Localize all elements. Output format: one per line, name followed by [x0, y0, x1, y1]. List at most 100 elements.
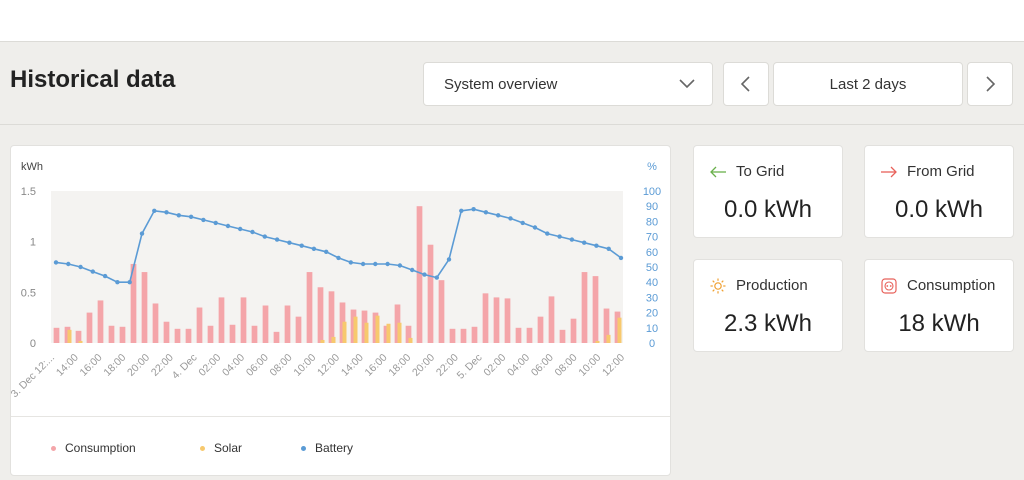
x-tick-label: 08:00 [553, 352, 580, 379]
legend-item-battery[interactable]: Battery [301, 441, 353, 455]
y-tick-label: 1.5 [21, 186, 36, 198]
consumption-bar [251, 325, 258, 343]
battery-point [520, 220, 525, 226]
battery-point [78, 264, 83, 270]
battery-point [594, 243, 599, 248]
battery-point [471, 207, 476, 212]
y2-tick-label: 100 [643, 186, 661, 198]
stat-card-production: Production 2.3 kWh [693, 259, 843, 352]
production-label: Production [736, 277, 808, 294]
battery-point [115, 280, 120, 285]
consumption-bar [108, 325, 115, 343]
solar-bar [364, 322, 369, 343]
view-select[interactable]: System overview [423, 62, 713, 106]
top-bar [0, 0, 1024, 42]
to-grid-label: To Grid [736, 163, 785, 180]
solar-bar [386, 323, 391, 343]
battery-point [201, 217, 206, 223]
history-chart: kWh % 0 0.5 1 1.5 0 10 20 30 40 50 60 70 80 90 100 3. Dec… [11, 161, 661, 400]
y-axis-label: kWh [21, 161, 43, 173]
x-tick-label: 06:00 [244, 352, 271, 379]
stat-card-to-grid: To Grid 0.0 kWh [693, 145, 843, 238]
legend-dot-consumption [51, 445, 56, 451]
legend-label-consumption: Consumption [65, 441, 136, 455]
battery-point [274, 237, 280, 242]
stat-card-consumption: Consumption 18 kWh [864, 259, 1014, 352]
consumption-bar [471, 326, 478, 343]
date-range-display[interactable]: Last 2 days [773, 62, 963, 106]
legend-dot-solar [200, 445, 205, 451]
consumption-bar [427, 244, 434, 343]
battery-point [606, 246, 611, 251]
next-range-button[interactable] [967, 62, 1013, 106]
consumption-bar [526, 327, 533, 343]
consumption-bar [53, 327, 60, 343]
battery-point [397, 263, 403, 268]
battery-point [262, 234, 267, 239]
x-tick-label: 14:00 [54, 352, 81, 379]
consumption-bar [405, 325, 412, 343]
consumption-bar [141, 272, 148, 343]
consumption-bar [592, 276, 599, 343]
y2-tick-label: 0 [649, 338, 655, 350]
consumption-bar [515, 327, 522, 343]
x-tick-label: 20:00 [410, 352, 437, 379]
consumption-bar [317, 287, 324, 343]
x-tick-label: 18:00 [386, 352, 413, 379]
consumption-bar [416, 206, 423, 343]
solar-bar [331, 336, 336, 343]
solar-bar [408, 337, 413, 343]
x-tick-label: 10:00 [291, 352, 318, 379]
previous-range-button[interactable] [723, 62, 769, 106]
y2-tick-label: 80 [646, 216, 658, 228]
x-tick-label: 18:00 [101, 352, 128, 379]
y2-tick-label: 60 [646, 247, 658, 259]
consumption-bar [130, 263, 137, 343]
solar-bar [78, 340, 83, 343]
x-tick-label: 16:00 [78, 352, 105, 379]
legend-label-solar: Solar [214, 441, 243, 455]
battery-point [483, 210, 489, 215]
chevron-right-icon [986, 76, 996, 92]
battery-point [127, 280, 132, 285]
arrow-right-icon [879, 164, 899, 180]
to-grid-value: 0.0 kWh [723, 196, 813, 223]
battery-point [66, 261, 71, 267]
x-tick-label: 5. Dec [455, 352, 485, 382]
consumption-bar [86, 312, 93, 343]
battery-point [508, 216, 513, 221]
battery-point [139, 231, 145, 236]
consumption-bar [482, 293, 489, 343]
solar-bar [320, 339, 325, 343]
consumption-bar [218, 297, 225, 343]
y2-tick-label: 20 [646, 308, 658, 320]
consumption-bar [504, 298, 511, 343]
socket-icon [879, 277, 899, 294]
x-tick-label: 02:00 [481, 352, 508, 379]
battery-point [90, 269, 96, 274]
chevron-left-icon [740, 76, 750, 92]
legend-label-battery: Battery [315, 441, 354, 455]
consumption-bar [537, 316, 544, 343]
legend-item-solar[interactable]: Solar [200, 441, 242, 455]
x-tick-label: 02:00 [196, 352, 223, 379]
y2-tick-label: 30 [646, 292, 658, 304]
x-tick-label: 06:00 [529, 352, 556, 379]
y-tick-label: 0 [30, 338, 36, 350]
battery-point [532, 225, 538, 230]
stat-card-from-grid: From Grid 0.0 kWh [864, 145, 1014, 238]
battery-point [225, 223, 231, 229]
consumption-bar [174, 328, 181, 343]
y2-tick-label: 90 [646, 201, 658, 213]
battery-point [618, 255, 624, 261]
battery-point [188, 214, 194, 219]
consumption-bar [603, 308, 610, 343]
consumption-bar [570, 318, 577, 343]
consumption-bar [273, 331, 280, 343]
consumption-bar [207, 325, 214, 343]
legend-item-consumption[interactable]: Consumption [51, 441, 136, 455]
y2-tick-label: 10 [646, 323, 658, 335]
battery-point [496, 213, 501, 218]
consumption-bar [460, 328, 467, 343]
battery-point [287, 240, 292, 245]
